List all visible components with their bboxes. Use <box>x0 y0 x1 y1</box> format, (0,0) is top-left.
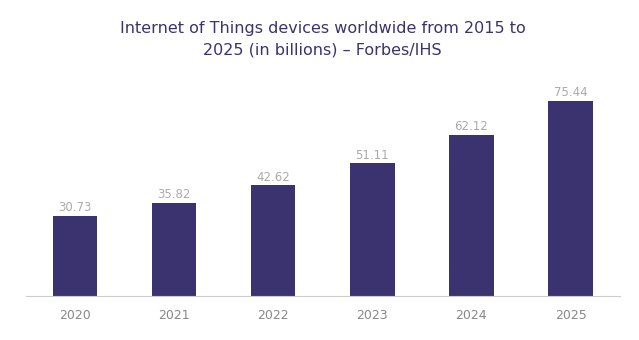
Bar <box>350 164 394 296</box>
Text: 30.73: 30.73 <box>58 201 91 215</box>
Text: 35.82: 35.82 <box>157 188 190 201</box>
Title: Internet of Things devices worldwide from 2015 to
2025 (in billions) – Forbes/IH: Internet of Things devices worldwide fro… <box>120 21 525 57</box>
Bar <box>151 203 196 296</box>
Text: 42.62: 42.62 <box>256 171 290 184</box>
Text: 51.11: 51.11 <box>355 149 389 162</box>
Text: 62.12: 62.12 <box>454 120 488 133</box>
Text: 75.44: 75.44 <box>554 86 587 99</box>
Bar <box>548 101 593 296</box>
Bar <box>52 216 97 296</box>
Bar <box>251 186 295 296</box>
Bar <box>449 135 494 296</box>
